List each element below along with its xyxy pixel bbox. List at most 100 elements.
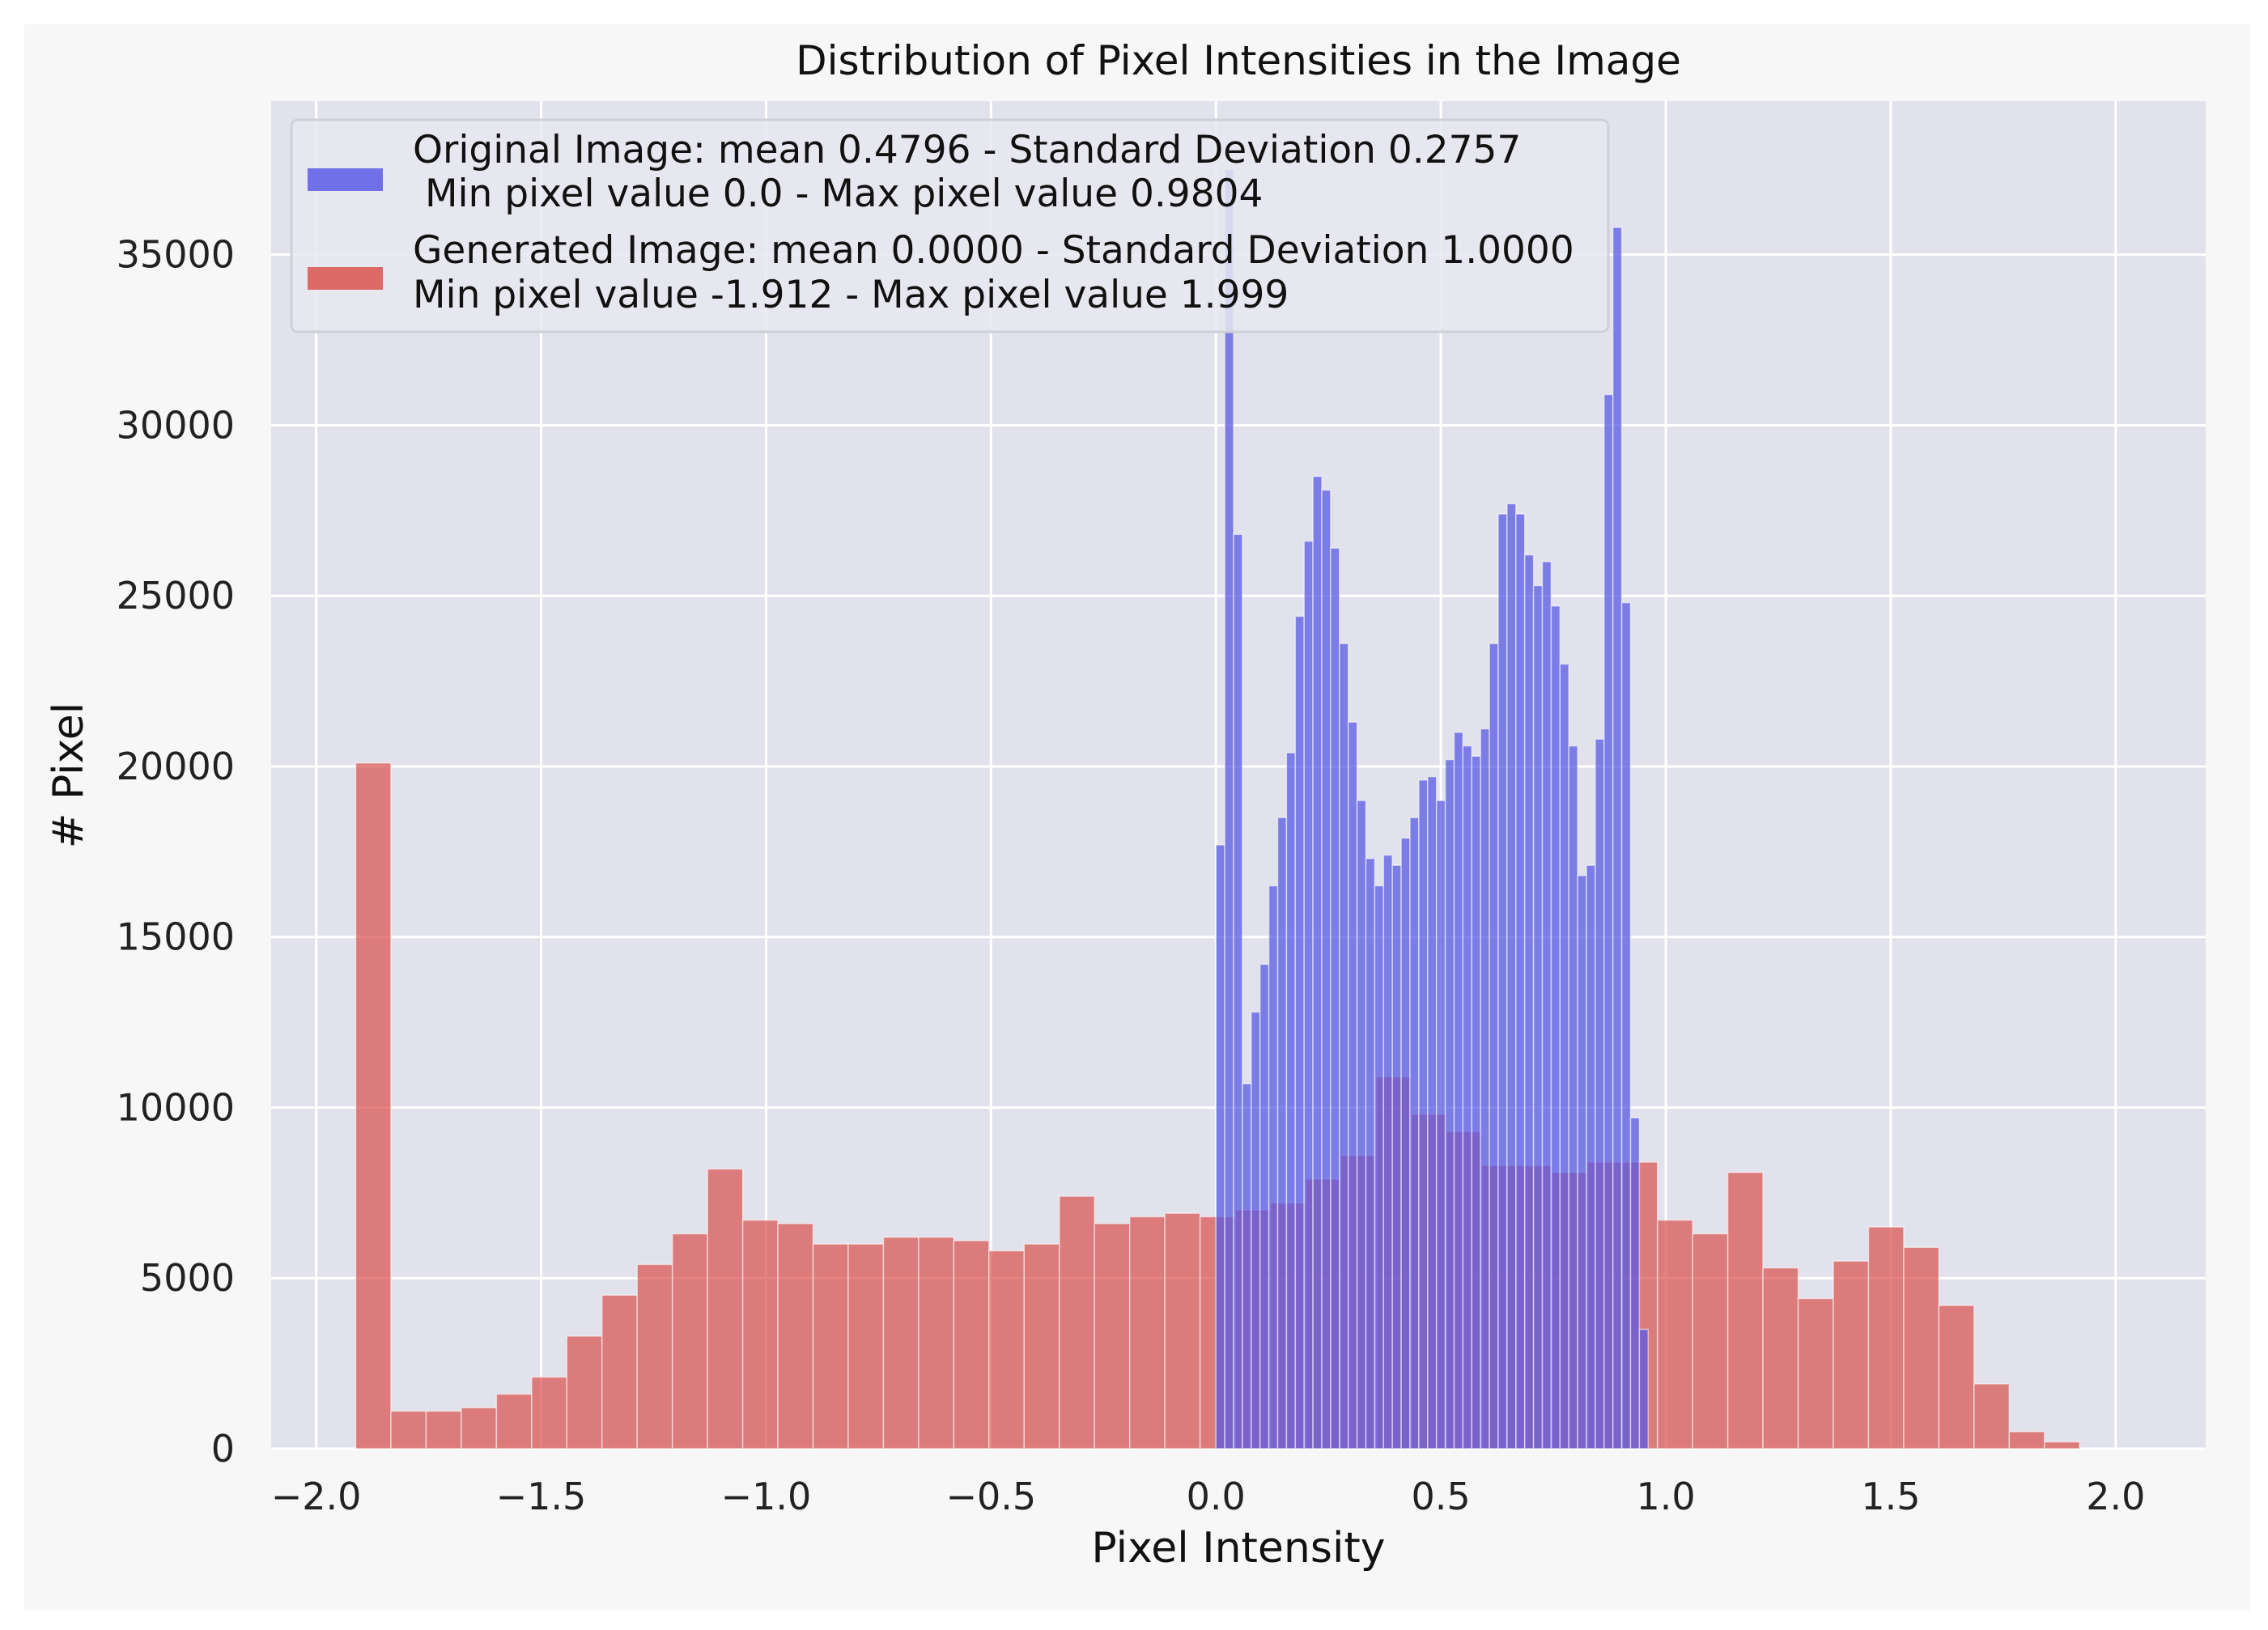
bar-original xyxy=(1330,547,1340,1450)
y-tick-label: 20000 xyxy=(117,745,235,788)
bar-original xyxy=(1365,858,1376,1450)
bar-generated xyxy=(1692,1233,1729,1450)
bar-generated xyxy=(1903,1246,1940,1450)
bar-original xyxy=(1471,755,1481,1450)
x-axis-title: Pixel Intensity xyxy=(1091,1524,1385,1573)
bar-original xyxy=(1224,168,1234,1450)
bar-original xyxy=(1435,800,1446,1450)
bar-generated xyxy=(566,1335,603,1450)
bar-original xyxy=(1303,541,1314,1450)
bar-original xyxy=(1312,475,1323,1450)
y-tick-label: 25000 xyxy=(117,574,235,618)
bar-generated xyxy=(355,762,392,1450)
x-tick-label: −0.5 xyxy=(945,1475,1036,1518)
y-tick-label: 35000 xyxy=(117,233,235,277)
bar-generated xyxy=(847,1243,885,1450)
bar-original xyxy=(1400,837,1411,1450)
bar-generated xyxy=(390,1410,427,1450)
bar-original xyxy=(1515,513,1526,1450)
bars-group xyxy=(355,168,2081,1450)
bar-original xyxy=(1638,1328,1650,1450)
bar-original xyxy=(1382,854,1393,1450)
bar-original xyxy=(1532,584,1544,1450)
bar-generated xyxy=(1797,1297,1834,1450)
y-tick-label: 15000 xyxy=(117,915,235,959)
bar-original xyxy=(1603,393,1614,1450)
bar-original xyxy=(1391,864,1402,1450)
bar-original xyxy=(1444,758,1455,1450)
legend-frame xyxy=(290,118,1610,333)
legend-label-generated-line2: Min pixel value -1.912 - Max pixel value… xyxy=(413,273,1289,317)
bar-generated xyxy=(1023,1243,1060,1450)
bar-generated xyxy=(1726,1171,1764,1450)
legend-swatch-original xyxy=(308,168,383,191)
bar-original xyxy=(1568,745,1578,1450)
bar-original xyxy=(1242,1083,1252,1450)
bar-original xyxy=(1541,561,1552,1450)
bar-original xyxy=(1453,732,1464,1450)
bar-generated xyxy=(1656,1219,1693,1450)
bar-original xyxy=(1523,554,1535,1450)
bar-generated xyxy=(1867,1226,1905,1450)
bar-generated xyxy=(601,1294,638,1450)
bar-original xyxy=(1347,721,1358,1450)
bar-generated xyxy=(777,1223,814,1450)
y-tick-label: 0 xyxy=(211,1427,235,1471)
bar-original xyxy=(1215,844,1225,1450)
series-original xyxy=(1215,168,1650,1450)
bar-original xyxy=(1550,605,1561,1450)
bar-original xyxy=(1294,615,1305,1450)
bar-original xyxy=(1259,963,1270,1450)
bar-generated xyxy=(1094,1223,1131,1450)
bar-generated xyxy=(812,1243,849,1450)
y-axis-title: # Pixel xyxy=(45,703,93,848)
bar-generated xyxy=(495,1393,533,1450)
bar-original xyxy=(1586,864,1596,1450)
bar-generated xyxy=(2008,1431,2045,1450)
legend-label-original-line2: Min pixel value 0.0 - Max pixel value 0.… xyxy=(413,172,1263,216)
x-ticks: −2.0 −1.5 −1.0 −0.5 0.0 0.5 1.0 1.5 2.0 xyxy=(271,1475,2146,1518)
bar-generated xyxy=(988,1250,1026,1450)
x-tick-label: 0.0 xyxy=(1187,1475,1246,1518)
bar-generated xyxy=(1059,1195,1096,1450)
bar-generated xyxy=(1164,1212,1201,1450)
bar-original xyxy=(1276,817,1288,1450)
bar-original xyxy=(1577,875,1587,1450)
bar-original xyxy=(1233,533,1243,1450)
bar-generated xyxy=(1128,1216,1166,1450)
bar-generated xyxy=(531,1376,568,1450)
x-tick-label: 2.0 xyxy=(2086,1475,2145,1518)
bar-generated xyxy=(882,1236,920,1450)
bar-generated xyxy=(1762,1267,1799,1450)
bar-original xyxy=(1418,779,1429,1450)
x-tick-label: 1.0 xyxy=(1636,1475,1695,1518)
bar-original xyxy=(1480,728,1490,1450)
legend-swatch-generated xyxy=(308,267,383,290)
x-tick-label: 0.5 xyxy=(1412,1475,1471,1518)
chart-title: Distribution of Pixel Intensities in the… xyxy=(796,37,1681,84)
bar-original xyxy=(1356,800,1367,1450)
bar-generated xyxy=(741,1219,779,1450)
bar-original xyxy=(1559,663,1569,1450)
legend: Original Image: mean 0.4796 - Standard D… xyxy=(290,118,1610,333)
bar-original xyxy=(1285,752,1297,1450)
x-tick-label: −1.5 xyxy=(496,1475,587,1518)
bar-generated xyxy=(671,1233,708,1450)
bar-original xyxy=(1620,601,1632,1450)
y-tick-label: 30000 xyxy=(117,403,235,447)
bar-original xyxy=(1427,775,1438,1450)
histogram-chart: Distribution of Pixel Intensities in the… xyxy=(45,37,2206,1573)
y-ticks: 0 5000 10000 15000 20000 25000 30000 35000 xyxy=(117,233,235,1471)
bar-original xyxy=(1462,745,1473,1450)
x-tick-label: −1.0 xyxy=(721,1475,812,1518)
bar-generated xyxy=(1973,1383,2011,1450)
bar-generated xyxy=(2044,1441,2081,1450)
bar-original xyxy=(1595,738,1605,1450)
bar-generated xyxy=(425,1410,462,1450)
bar-original xyxy=(1374,885,1385,1450)
bar-generated xyxy=(1938,1305,1975,1450)
x-tick-label: 1.5 xyxy=(1861,1475,1920,1518)
bar-generated xyxy=(918,1236,955,1450)
bar-original xyxy=(1321,489,1331,1450)
bar-original xyxy=(1409,817,1420,1450)
